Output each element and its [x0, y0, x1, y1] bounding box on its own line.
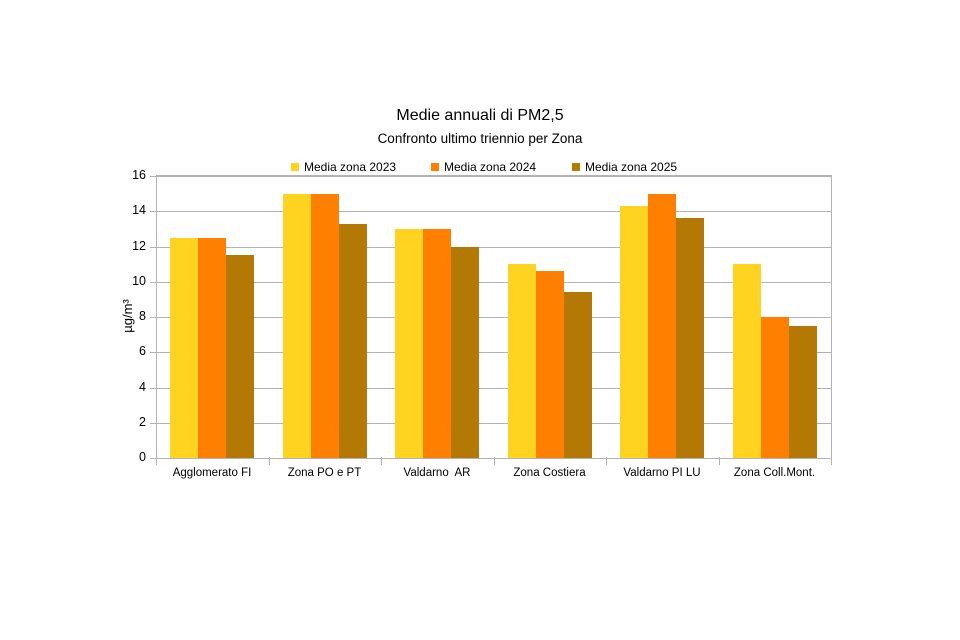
legend-swatch-2025 — [572, 163, 580, 171]
x-category-label: Zona Costiera — [513, 467, 586, 479]
legend-swatch-2023 — [291, 163, 299, 171]
gridline — [150, 211, 831, 213]
gridline — [150, 246, 831, 248]
legend-label-2025: Media zona 2025 — [585, 160, 678, 174]
chart-title: Medie annuali di PM2,5 — [396, 107, 564, 124]
y-tick-label: 6 — [139, 344, 146, 359]
x-category-label: Valdarno PI LU — [623, 467, 701, 479]
bar — [395, 228, 424, 458]
bar — [648, 193, 677, 458]
bar — [310, 193, 339, 458]
y-tick-label: 16 — [132, 168, 146, 182]
legend: Media zona 2023 Media zona 2024 Media zo… — [0, 159, 960, 175]
gridline — [150, 387, 831, 389]
bar — [423, 228, 452, 458]
bar — [676, 218, 705, 458]
legend-label-2024: Media zona 2024 — [444, 160, 537, 174]
bar — [507, 264, 536, 458]
x-category-label: Valdarno AR — [403, 467, 471, 479]
y-tick-label: 0 — [139, 450, 146, 464]
bar — [732, 264, 761, 458]
x-category-label: Zona PO e PT — [287, 467, 362, 479]
gridline — [150, 317, 831, 318]
y-tick-label: 4 — [139, 379, 146, 394]
x-tick — [606, 457, 607, 465]
bar — [535, 271, 564, 458]
legend-swatch-2024 — [431, 163, 439, 171]
bar — [198, 237, 227, 458]
bar — [282, 193, 311, 458]
y-tick-label: 12 — [132, 238, 146, 253]
y-tick-label: 2 — [139, 414, 146, 429]
y-tick-label: 8 — [139, 309, 146, 323]
x-tick — [381, 457, 382, 465]
x-tick — [718, 457, 720, 465]
y-tick-label: 14 — [132, 203, 146, 218]
plot-area — [150, 175, 832, 459]
y-tick-label: 10 — [132, 273, 146, 288]
legend-item-2023: Media zona 2023 — [291, 159, 396, 175]
bar — [170, 237, 199, 458]
gridline — [150, 352, 831, 354]
gridline — [150, 458, 831, 459]
x-tick — [831, 457, 832, 465]
x-tick — [493, 457, 495, 465]
gridline — [150, 176, 831, 177]
x-tick — [268, 457, 270, 465]
y-axis-line — [156, 175, 157, 465]
legend-item-2024: Media zona 2024 — [431, 159, 536, 175]
bar — [563, 292, 592, 458]
chart-subtitle: Confronto ultimo triennio per Zona — [377, 131, 583, 146]
bar — [451, 246, 480, 458]
bar — [788, 325, 817, 458]
bar — [620, 205, 649, 458]
x-tick — [156, 457, 157, 465]
x-category-label: Agglomerato FI — [172, 467, 252, 479]
bar — [226, 255, 255, 458]
legend-item-2025: Media zona 2025 — [572, 159, 677, 175]
gridline — [150, 281, 831, 283]
legend-label-2023: Media zona 2023 — [304, 160, 397, 174]
x-category-label: Zona Coll.Mont. — [733, 467, 816, 479]
bar — [760, 317, 789, 458]
bar — [338, 223, 367, 458]
gridline — [150, 422, 831, 424]
